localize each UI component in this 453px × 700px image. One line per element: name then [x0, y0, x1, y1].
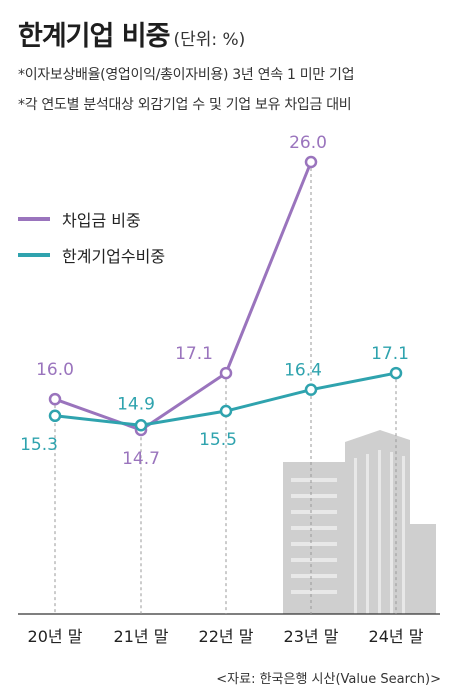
- data-label: 15.5: [199, 430, 237, 450]
- data-point: [219, 404, 233, 418]
- source-note: <자료: 한국은행 시산(Value Search)>: [216, 672, 441, 687]
- data-labels: 16.0 14.7 17.1 26.0 15.3 14.9 15.5 16.4 17.1: [20, 133, 409, 469]
- title-row: 한계기업 비중 (단위: %): [18, 14, 245, 53]
- data-points: [48, 155, 403, 437]
- data-point: [48, 409, 62, 423]
- data-point: [304, 383, 318, 396]
- building-illustration: [283, 430, 436, 614]
- data-label: 26.0: [289, 133, 327, 153]
- x-tick-label: 24년 말: [369, 627, 424, 646]
- footnote-1: *이자보상배율(영업이익/총이자비용) 3년 연속 1 미만 기업: [18, 67, 355, 83]
- series-line-0: [54, 161, 313, 432]
- data-label: 16.0: [36, 360, 74, 380]
- legend-swatch-purple: [18, 217, 50, 221]
- x-tick-label: 23년 말: [284, 627, 339, 646]
- legend-label-debt-share: 차입금 비중: [62, 211, 141, 230]
- footnote-2: *각 연도별 분석대상 외감기업 수 및 기업 보유 차입금 대비: [18, 97, 352, 113]
- data-point: [134, 419, 148, 432]
- series-lines: [54, 161, 397, 432]
- x-tick-label: 21년 말: [114, 627, 169, 646]
- chart-title: 한계기업 비중: [18, 21, 170, 52]
- x-tick-labels: 20년 말 21년 말 22년 말 23년 말 24년 말: [28, 627, 424, 646]
- data-label: 17.1: [175, 344, 213, 364]
- data-point: [389, 366, 403, 380]
- data-point: [304, 155, 318, 169]
- data-point: [48, 392, 62, 406]
- x-tick-label: 22년 말: [199, 627, 254, 646]
- data-label: 16.4: [284, 361, 322, 381]
- legend-label-firm-share: 한계기업수비중: [62, 247, 166, 266]
- data-point: [219, 366, 233, 380]
- data-label: 17.1: [371, 344, 409, 364]
- x-tick-label: 20년 말: [28, 627, 83, 646]
- data-label: 14.9: [117, 394, 155, 414]
- data-label: 15.3: [20, 435, 58, 455]
- chart-unit: (단위: %): [173, 30, 246, 50]
- legend-swatch-teal: [18, 253, 50, 257]
- legend-item-firm-share: 한계기업수비중: [18, 243, 165, 267]
- legend-item-debt-share: 차입금 비중: [18, 207, 141, 231]
- data-label: 14.7: [122, 449, 160, 469]
